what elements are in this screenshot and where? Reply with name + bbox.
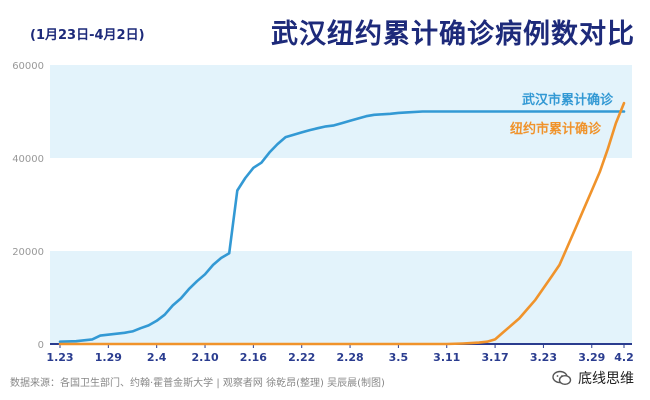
x-tick-label: 3.11 — [433, 351, 460, 364]
x-tick-label: 2.28 — [336, 351, 363, 364]
y-tick-label: 20000 — [12, 247, 44, 258]
brand: 底线思维 — [552, 368, 634, 388]
x-tick-label: 3.29 — [578, 351, 605, 364]
x-axis-ticks: 1.23 1.29 2.4 2.10 2.16 2.22 2.28 3.5 3.11 3.17 3.… — [46, 344, 634, 364]
x-tick-label: 1.23 — [46, 351, 73, 364]
x-tick-label: 4.2 — [614, 351, 634, 364]
chart-band — [50, 251, 632, 344]
y-tick-label: 0 — [38, 340, 44, 351]
newyork-series-label: 纽约市累计确诊 — [510, 121, 602, 137]
x-tick-label: 1.29 — [95, 351, 122, 364]
data-source-note: 数据来源：各国卫生部门、约翰·霍普金斯大学 | 观察者网 徐乾昂(整理) 吴辰晨… — [10, 378, 385, 389]
title-row: (1月23日-4月2日) 武汉纽约累计确诊病例数对比 — [20, 8, 635, 52]
x-tick-label: 3.17 — [482, 351, 509, 364]
y-tick-label: 60000 — [12, 61, 44, 72]
wuhan-line — [58, 110, 626, 344]
chart-subtitle: (1月23日-4月2日) — [30, 28, 145, 43]
x-tick-label: 2.16 — [240, 351, 267, 364]
x-tick-label: 2.22 — [288, 351, 315, 364]
wechat-icon — [552, 370, 572, 386]
newyork-line — [58, 101, 626, 346]
x-tick-label: 3.23 — [530, 351, 557, 364]
x-tick-label: 3.5 — [389, 351, 409, 364]
chart-title: 武汉纽约累计确诊病例数对比 — [271, 19, 635, 50]
x-tick-label: 2.10 — [191, 351, 218, 364]
y-tick-label: 40000 — [12, 154, 44, 165]
brand-name: 底线思维 — [578, 371, 634, 387]
series-lines — [58, 101, 626, 346]
y-axis-ticks: 0 20000 40000 60000 — [12, 61, 44, 351]
wuhan-series-label: 武汉市累计确诊 — [522, 92, 614, 108]
x-tick-label: 2.4 — [147, 351, 167, 364]
